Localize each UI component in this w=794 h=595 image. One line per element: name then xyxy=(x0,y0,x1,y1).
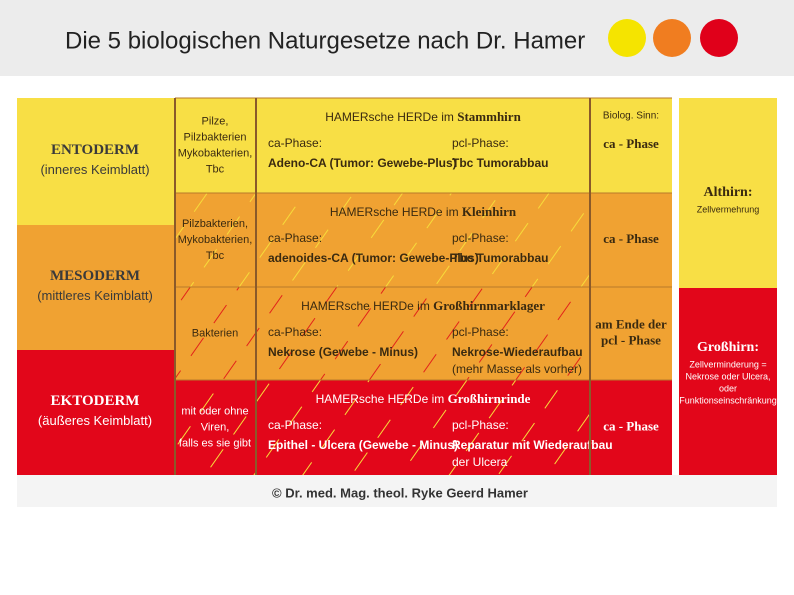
microbes: Pilze, xyxy=(202,115,229,127)
row-heading: HAMERsche HERDe im Großhirnmarklager xyxy=(301,298,545,313)
layer-cell xyxy=(17,225,175,350)
heading-region: Großhirnmarklager xyxy=(433,298,545,313)
brain-cell xyxy=(679,288,777,475)
row-hatch xyxy=(175,287,590,380)
row-hatch xyxy=(175,193,590,287)
sinn: pcl - Phase xyxy=(601,332,661,347)
microbes: Tbc xyxy=(206,163,225,175)
ca-label: ca-Phase: xyxy=(268,231,322,245)
heading-region: Kleinhirn xyxy=(462,204,517,219)
layer-name: EKTODERM xyxy=(51,393,140,409)
microbes: Viren, xyxy=(201,421,230,433)
brain-line: oder xyxy=(719,383,737,393)
pcl-label: pcl-Phase: xyxy=(452,231,509,245)
layer-cell xyxy=(17,350,175,475)
heading-text: HAMERsche HERDe im xyxy=(325,110,457,124)
layer-sub: (äußeres Keimblatt) xyxy=(38,413,152,428)
ca-text: Adeno-CA (Tumor: Gewebe-Plus) xyxy=(268,156,457,170)
row-heading: HAMERsche HERDe im Kleinhirn xyxy=(330,204,517,219)
heading-region: Stammhirn xyxy=(457,109,521,124)
brain-title: Althirn: xyxy=(704,185,753,200)
sinn: ca - Phase xyxy=(603,136,659,151)
brain-cell xyxy=(679,98,777,288)
pcl-text: Reparatur mit Wiederaufbau xyxy=(452,438,613,452)
pcl-label: pcl-Phase: xyxy=(452,136,509,150)
microbes: Pilzbakterien, xyxy=(182,218,248,230)
ca-label: ca-Phase: xyxy=(268,136,322,150)
brain-line: Nekrose oder Ulcera, xyxy=(685,371,770,381)
microbes: Mykobakterien, xyxy=(178,234,253,246)
microbes: Pilzbakterien xyxy=(184,131,247,143)
row-heading: HAMERsche HERDe im Stammhirn xyxy=(325,109,521,124)
pcl-text: der Ulcera xyxy=(452,455,508,469)
brain-line: Funktionseinschränkung xyxy=(679,395,777,405)
microbes: Tbc xyxy=(206,250,225,262)
row-heading: HAMERsche HERDe im Großhirnrinde xyxy=(316,391,531,406)
ca-text: Epithel - Ulcera (Gewebe - Minus) xyxy=(268,438,458,452)
layer-name: MESODERM xyxy=(50,268,140,284)
dot-yellow xyxy=(608,19,646,57)
heading-region: Großhirnrinde xyxy=(448,391,531,406)
pcl-text: Tbc Tumorabbau xyxy=(452,251,548,265)
layer-name: ENTODERM xyxy=(51,142,139,158)
sinn: ca - Phase xyxy=(603,418,659,433)
pcl-label: pcl-Phase: xyxy=(452,418,509,432)
brain-line: Zellvermehrung xyxy=(697,204,760,214)
copyright: © Dr. med. Mag. theol. Ryke Geerd Hamer xyxy=(272,485,528,500)
sinn: am Ende der xyxy=(595,316,667,331)
layer-sub: (mittleres Keimblatt) xyxy=(37,288,153,303)
microbes: Mykobakterien, xyxy=(178,147,253,159)
ca-label: ca-Phase: xyxy=(268,325,322,339)
row-hatch xyxy=(175,380,590,475)
pcl-text: Tbc Tumorabbau xyxy=(452,156,548,170)
microbes: falls es sie gibt xyxy=(179,437,251,449)
dot-orange xyxy=(653,19,691,57)
heading-text: HAMERsche HERDe im xyxy=(330,205,462,219)
brain-line: Zellverminderung = xyxy=(689,359,766,369)
sinn-label: Biolog. Sinn: xyxy=(603,111,659,122)
layer-cell xyxy=(17,98,175,225)
footer-band xyxy=(17,475,777,507)
microbes: mit oder ohne xyxy=(181,405,248,417)
brain-title: Großhirn: xyxy=(697,340,759,355)
ca-label: ca-Phase: xyxy=(268,418,322,432)
dot-red xyxy=(700,19,738,57)
sinn: ca - Phase xyxy=(603,231,659,246)
microbes: Bakterien xyxy=(192,327,238,339)
pcl-text: (mehr Masse als vorher) xyxy=(452,362,582,376)
heading-text: HAMERsche HERDe im xyxy=(316,392,448,406)
ca-text: Nekrose (Gewebe - Minus) xyxy=(268,345,418,359)
layer-sub: (inneres Keimblatt) xyxy=(40,162,149,177)
ca-text: adenoides-CA (Tumor: Gewebe-Plus) xyxy=(268,251,479,265)
slide-title: Die 5 biologischen Naturgesetze nach Dr.… xyxy=(65,27,585,54)
pcl-label: pcl-Phase: xyxy=(452,325,509,339)
heading-text: HAMERsche HERDe im xyxy=(301,299,433,313)
pcl-text: Nekrose-Wiederaufbau xyxy=(452,345,583,359)
